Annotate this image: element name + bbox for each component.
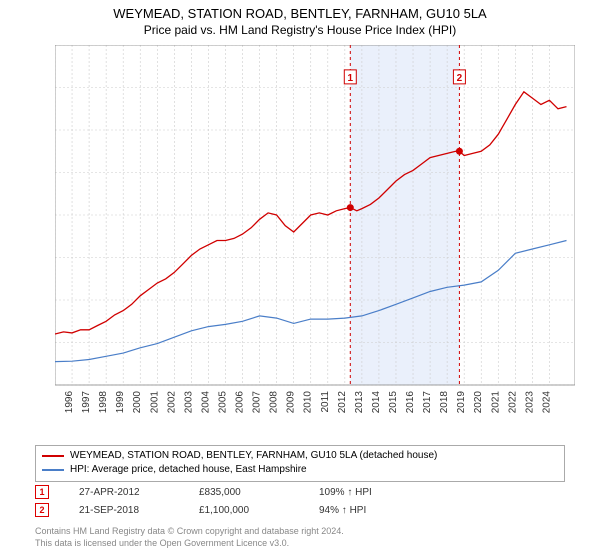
legend-label: WEYMEAD, STATION ROAD, BENTLEY, FARNHAM,… (70, 449, 437, 463)
svg-text:2017: 2017 (422, 391, 433, 414)
transaction-date: 27-APR-2012 (79, 487, 169, 498)
footer-line: This data is licensed under the Open Gov… (35, 537, 344, 549)
svg-text:2007: 2007 (252, 391, 263, 414)
transaction-price: £835,000 (199, 487, 289, 498)
svg-text:2013: 2013 (354, 391, 365, 414)
marker-badge: 1 (35, 485, 49, 499)
legend-item: WEYMEAD, STATION ROAD, BENTLEY, FARNHAM,… (42, 449, 558, 463)
svg-text:2023: 2023 (524, 391, 535, 414)
svg-text:2022: 2022 (507, 391, 518, 414)
svg-text:1999: 1999 (115, 391, 126, 414)
svg-text:1: 1 (348, 73, 354, 84)
footer-attribution: Contains HM Land Registry data © Crown c… (35, 525, 344, 549)
chart-title-block: WEYMEAD, STATION ROAD, BENTLEY, FARNHAM,… (0, 0, 600, 37)
transaction-delta: 109% ↑ HPI (319, 487, 372, 498)
svg-text:2024: 2024 (541, 391, 552, 414)
svg-text:2: 2 (457, 73, 463, 84)
line-chart: £0£200K£400K£600K£800K£1M£1.2M£1.4M£1.6M… (55, 45, 575, 415)
legend: WEYMEAD, STATION ROAD, BENTLEY, FARNHAM,… (35, 445, 565, 482)
svg-text:2015: 2015 (388, 391, 399, 414)
svg-text:2016: 2016 (405, 391, 416, 414)
footer-line: Contains HM Land Registry data © Crown c… (35, 525, 344, 537)
svg-text:2009: 2009 (286, 391, 297, 414)
chart-area: £0£200K£400K£600K£800K£1M£1.2M£1.4M£1.6M… (55, 45, 575, 415)
svg-text:2000: 2000 (132, 391, 143, 414)
svg-text:2018: 2018 (439, 391, 450, 414)
table-row: 1 27-APR-2012 £835,000 109% ↑ HPI (35, 483, 565, 501)
transaction-price: £1,100,000 (199, 505, 289, 516)
svg-text:2003: 2003 (183, 391, 194, 414)
svg-text:2010: 2010 (303, 391, 314, 414)
legend-swatch (42, 455, 64, 457)
transactions-table: 1 27-APR-2012 £835,000 109% ↑ HPI 2 21-S… (35, 483, 565, 519)
legend-swatch (42, 469, 64, 471)
svg-text:2004: 2004 (200, 391, 211, 414)
svg-text:1998: 1998 (98, 391, 109, 414)
svg-text:2011: 2011 (320, 391, 331, 413)
svg-text:1996: 1996 (64, 391, 75, 414)
svg-text:2002: 2002 (166, 391, 177, 414)
svg-text:2021: 2021 (490, 391, 501, 414)
svg-text:2001: 2001 (149, 391, 160, 414)
svg-text:1995: 1995 (55, 391, 58, 414)
legend-label: HPI: Average price, detached house, East… (70, 463, 307, 477)
svg-text:2008: 2008 (269, 391, 280, 414)
svg-text:2020: 2020 (473, 391, 484, 414)
svg-text:1997: 1997 (81, 391, 92, 414)
table-row: 2 21-SEP-2018 £1,100,000 94% ↑ HPI (35, 501, 565, 519)
svg-text:2012: 2012 (337, 391, 348, 414)
chart-title: WEYMEAD, STATION ROAD, BENTLEY, FARNHAM,… (0, 6, 600, 21)
svg-text:2019: 2019 (456, 391, 467, 414)
svg-text:2005: 2005 (217, 391, 228, 414)
transaction-date: 21-SEP-2018 (79, 505, 169, 516)
marker-badge: 2 (35, 503, 49, 517)
svg-text:2014: 2014 (371, 391, 382, 414)
svg-text:2006: 2006 (235, 391, 246, 414)
chart-subtitle: Price paid vs. HM Land Registry's House … (0, 23, 600, 37)
transaction-delta: 94% ↑ HPI (319, 505, 366, 516)
legend-item: HPI: Average price, detached house, East… (42, 463, 558, 477)
